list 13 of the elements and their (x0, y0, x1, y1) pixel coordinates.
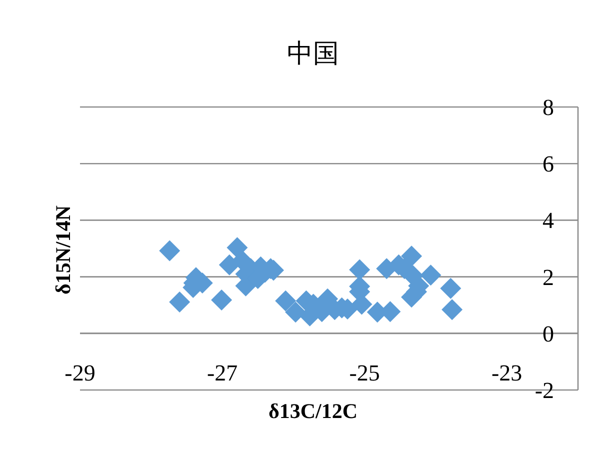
y-axis-title: δ15N/14N (51, 205, 75, 295)
y-tick-label: 0 (542, 321, 554, 346)
chart-title: 中国 (287, 39, 339, 68)
y-tick-label: 4 (542, 208, 554, 234)
y-tick-label: 2 (542, 264, 554, 290)
y-tick-label: 6 (542, 152, 554, 177)
y-tick-label: -2 (534, 378, 554, 403)
x-tick-label: -25 (349, 360, 380, 386)
x-tick-label: -27 (206, 360, 238, 386)
x-tick-label: -29 (64, 360, 96, 386)
x-tick-label: -23 (492, 360, 522, 386)
x-axis-title: δ13C/12C (268, 399, 358, 423)
y-tick-label: 8 (542, 95, 554, 120)
